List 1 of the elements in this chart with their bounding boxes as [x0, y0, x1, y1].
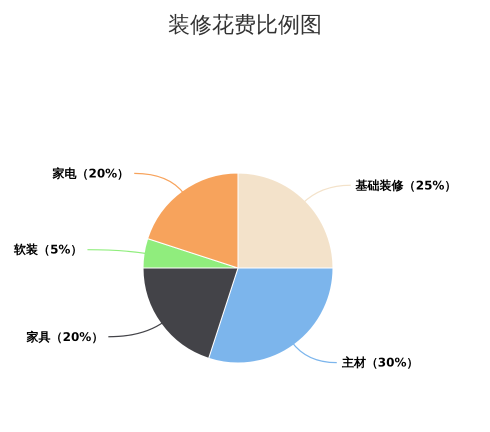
title: 装修花费比例图 — [168, 13, 322, 38]
